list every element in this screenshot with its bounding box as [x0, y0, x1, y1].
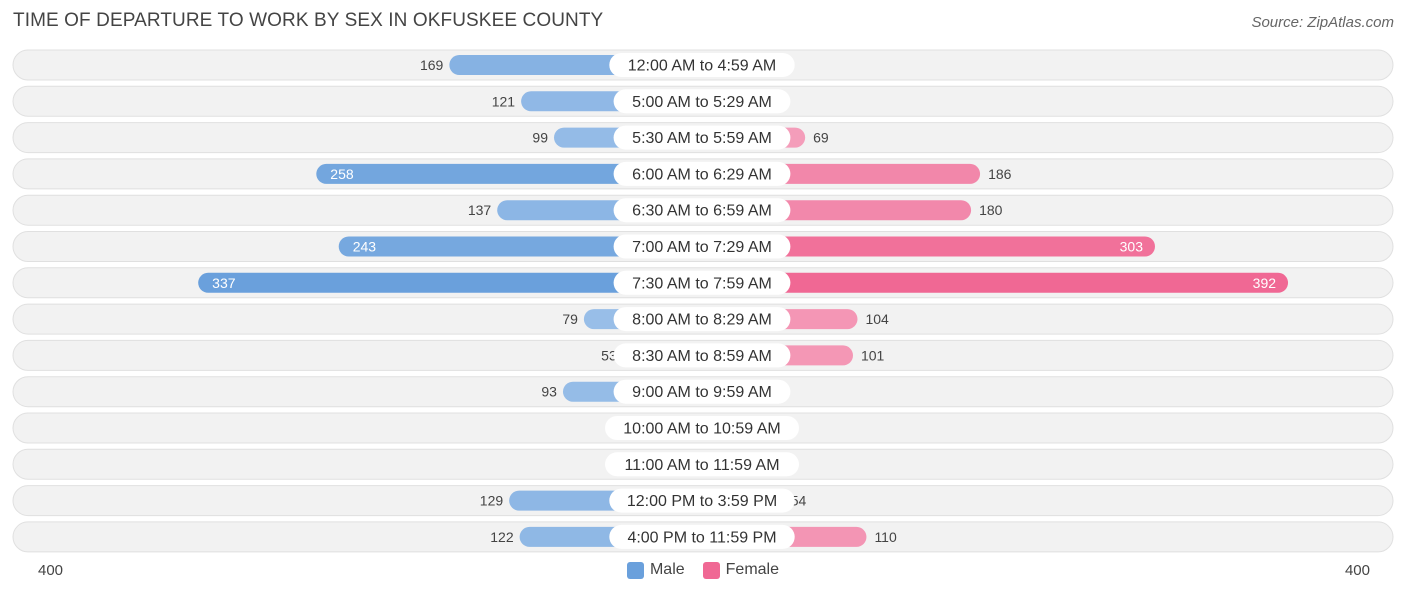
bar-female	[692, 272, 1289, 293]
category-label: 4:00 PM to 11:59 PM	[627, 529, 776, 546]
category-label: 8:00 AM to 8:29 AM	[632, 312, 772, 329]
axis-left-label: 400	[38, 562, 64, 579]
bar-female	[692, 236, 1155, 257]
category-pill	[613, 307, 791, 332]
value-label-male: 129	[480, 493, 504, 509]
category-label: 6:00 AM to 6:29 AM	[632, 166, 772, 183]
value-label-female: 104	[865, 311, 889, 327]
value-label-female: 180	[979, 202, 1003, 218]
value-label-female: 69	[813, 130, 829, 146]
category-pill	[605, 452, 799, 477]
category-pill	[613, 379, 791, 404]
value-label-male: 79	[562, 311, 578, 327]
value-label-male: 93	[541, 384, 557, 400]
axis-right-label: 400	[1344, 562, 1370, 579]
legend: Male Female	[0, 561, 1406, 579]
category-label: 9:00 AM to 9:59 AM	[632, 384, 772, 401]
value-label-female: 54	[791, 493, 807, 509]
category-pill	[613, 270, 791, 295]
source-note: Source: ZipAtlas.com	[1251, 14, 1394, 31]
value-label-male: 169	[420, 57, 444, 73]
value-label-male: 258	[330, 166, 354, 182]
chart-title: TIME OF DEPARTURE TO WORK BY SEX IN OKFU…	[13, 10, 604, 31]
value-label-female: 392	[1253, 275, 1277, 291]
legend-label-female: Female	[725, 561, 780, 578]
value-label-male: 337	[212, 275, 236, 291]
category-pill	[609, 524, 795, 549]
category-label: 12:00 PM to 3:59 PM	[627, 493, 777, 510]
category-pill	[609, 488, 795, 513]
category-pill	[613, 89, 791, 114]
category-label: 12:00 AM to 4:59 AM	[628, 58, 777, 75]
category-label: 10:00 AM to 10:59 AM	[623, 421, 780, 438]
value-label-male: 243	[353, 239, 377, 255]
value-label-female: 110	[874, 529, 897, 545]
legend-item-male: Male	[626, 561, 685, 579]
category-label: 5:00 AM to 5:29 AM	[632, 94, 772, 111]
category-pill	[613, 343, 791, 368]
legend-swatch-male	[626, 561, 644, 579]
value-label-female: 101	[861, 347, 885, 363]
value-label-male: 122	[490, 529, 514, 545]
bar-male	[316, 163, 712, 184]
category-pill	[613, 161, 791, 186]
value-label-female: 186	[988, 166, 1012, 182]
category-pill	[613, 125, 791, 150]
legend-label-male: Male	[649, 561, 685, 578]
category-label: 7:00 AM to 7:29 AM	[632, 239, 772, 256]
category-label: 6:30 AM to 6:59 AM	[632, 203, 772, 220]
category-label: 11:00 AM to 11:59 AM	[624, 457, 779, 474]
category-label: 8:30 AM to 8:59 AM	[632, 348, 772, 365]
value-label-male: 137	[468, 202, 492, 218]
category-label: 7:30 AM to 7:59 AM	[632, 275, 772, 292]
value-label-male: 99	[532, 130, 548, 146]
value-label-male: 53	[601, 347, 617, 363]
category-pill	[609, 53, 795, 77]
value-label-female: 303	[1120, 239, 1144, 255]
category-label: 5:30 AM to 5:59 AM	[632, 130, 772, 147]
category-pill	[613, 198, 791, 223]
category-pill	[605, 416, 799, 440]
legend-item-female: Female	[702, 561, 780, 579]
legend-swatch-female	[702, 561, 720, 579]
category-pill	[613, 234, 791, 259]
bar-male	[198, 272, 712, 293]
value-label-male: 121	[492, 93, 516, 109]
